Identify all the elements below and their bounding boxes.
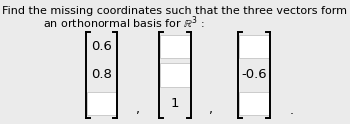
FancyBboxPatch shape	[239, 92, 269, 115]
Text: 0.6: 0.6	[91, 40, 112, 53]
Text: ,: ,	[136, 104, 140, 117]
Text: an orthonormal basis for $\mathbb{R}^3$ :: an orthonormal basis for $\mathbb{R}^3$ …	[43, 15, 205, 31]
Text: .: .	[290, 104, 294, 117]
Text: 1: 1	[171, 97, 179, 110]
Text: 0.8: 0.8	[91, 68, 112, 81]
Text: -0.6: -0.6	[241, 68, 267, 81]
Text: Find the missing coordinates such that the three vectors form: Find the missing coordinates such that t…	[2, 6, 348, 16]
FancyBboxPatch shape	[239, 35, 269, 58]
FancyBboxPatch shape	[160, 35, 190, 58]
FancyBboxPatch shape	[160, 63, 190, 87]
Text: ,: ,	[209, 104, 213, 117]
FancyBboxPatch shape	[86, 92, 117, 115]
